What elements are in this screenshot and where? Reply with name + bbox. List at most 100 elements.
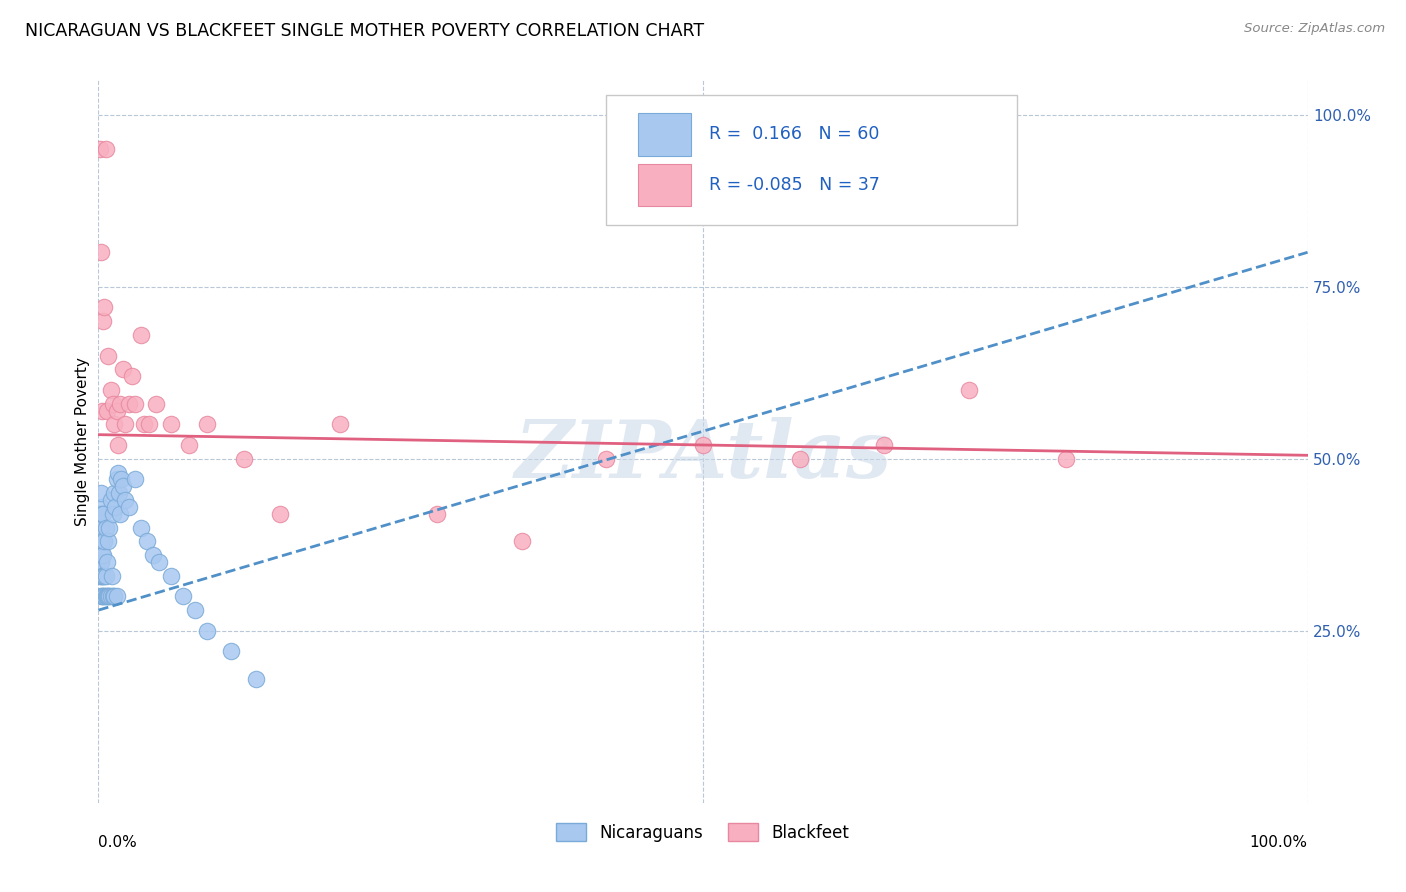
Point: [195, 417, 218, 432]
Point: [957, 383, 980, 397]
Point: [129, 327, 152, 342]
Point: [89, 568, 111, 582]
Point: [104, 500, 127, 514]
Point: [107, 466, 129, 480]
Point: [595, 451, 617, 466]
Point: [100, 568, 122, 582]
Point: [101, 507, 124, 521]
Point: [160, 417, 183, 432]
Point: [107, 438, 129, 452]
Point: [100, 493, 122, 508]
Point: [195, 624, 218, 638]
Text: Source: ZipAtlas.com: Source: ZipAtlas.com: [1244, 22, 1385, 36]
Point: [426, 507, 449, 521]
Text: 0.0%: 0.0%: [98, 835, 138, 850]
Point: [1054, 451, 1077, 466]
Point: [89, 534, 111, 549]
Point: [111, 362, 134, 376]
Point: [89, 520, 111, 534]
Point: [101, 590, 124, 604]
Point: [89, 555, 111, 569]
Point: [329, 417, 352, 432]
FancyBboxPatch shape: [638, 113, 690, 156]
Point: [160, 568, 183, 582]
Point: [105, 472, 128, 486]
Point: [114, 417, 136, 432]
Text: ZIPAtlas: ZIPAtlas: [515, 417, 891, 495]
Point: [97, 590, 120, 604]
Point: [135, 534, 157, 549]
Y-axis label: Single Mother Poverty: Single Mother Poverty: [75, 357, 90, 526]
Point: [98, 520, 121, 534]
Point: [111, 479, 134, 493]
Point: [101, 397, 124, 411]
Point: [110, 472, 132, 486]
Point: [221, 644, 243, 658]
Text: R = -0.085   N = 37: R = -0.085 N = 37: [709, 176, 880, 194]
Point: [100, 590, 122, 604]
Point: [91, 568, 114, 582]
Point: [124, 397, 146, 411]
Point: [269, 507, 291, 521]
Point: [142, 548, 165, 562]
Point: [91, 548, 114, 562]
Point: [184, 603, 207, 617]
Point: [93, 590, 115, 604]
Point: [873, 438, 896, 452]
Point: [172, 590, 194, 604]
Point: [91, 403, 114, 417]
Point: [96, 403, 118, 417]
Point: [96, 590, 118, 604]
Text: 100.0%: 100.0%: [1250, 835, 1308, 850]
Point: [789, 451, 811, 466]
Point: [91, 568, 114, 582]
Point: [90, 568, 112, 582]
Point: [232, 451, 254, 466]
Point: [90, 486, 112, 500]
Point: [90, 500, 112, 514]
Point: [179, 438, 201, 452]
Legend: Nicaraguans, Blackfeet: Nicaraguans, Blackfeet: [550, 817, 856, 848]
Point: [94, 568, 117, 582]
Text: R =  0.166   N = 60: R = 0.166 N = 60: [709, 126, 879, 144]
Point: [108, 397, 131, 411]
Point: [97, 349, 120, 363]
Point: [138, 417, 160, 432]
Point: [89, 142, 111, 156]
Point: [91, 314, 114, 328]
Point: [103, 417, 125, 432]
Point: [692, 438, 714, 452]
Point: [118, 397, 141, 411]
Point: [91, 590, 114, 604]
Point: [118, 500, 141, 514]
Point: [148, 555, 170, 569]
Point: [90, 555, 112, 569]
Point: [91, 590, 114, 604]
Point: [103, 486, 125, 500]
Point: [91, 507, 114, 521]
Point: [124, 472, 146, 486]
Point: [100, 383, 122, 397]
Point: [510, 534, 533, 549]
Point: [103, 590, 125, 604]
Point: [121, 369, 143, 384]
Point: [91, 507, 114, 521]
Point: [145, 397, 167, 411]
Point: [114, 493, 136, 508]
Point: [245, 672, 267, 686]
Point: [94, 520, 117, 534]
Point: [96, 555, 118, 569]
Point: [91, 534, 114, 549]
Point: [90, 520, 112, 534]
Point: [94, 590, 117, 604]
Point: [90, 590, 112, 604]
Point: [93, 568, 115, 582]
Point: [108, 486, 131, 500]
Point: [94, 142, 117, 156]
FancyBboxPatch shape: [638, 164, 690, 206]
Point: [134, 417, 156, 432]
Point: [90, 245, 112, 260]
Point: [91, 548, 114, 562]
Point: [93, 534, 115, 549]
Point: [93, 301, 115, 315]
